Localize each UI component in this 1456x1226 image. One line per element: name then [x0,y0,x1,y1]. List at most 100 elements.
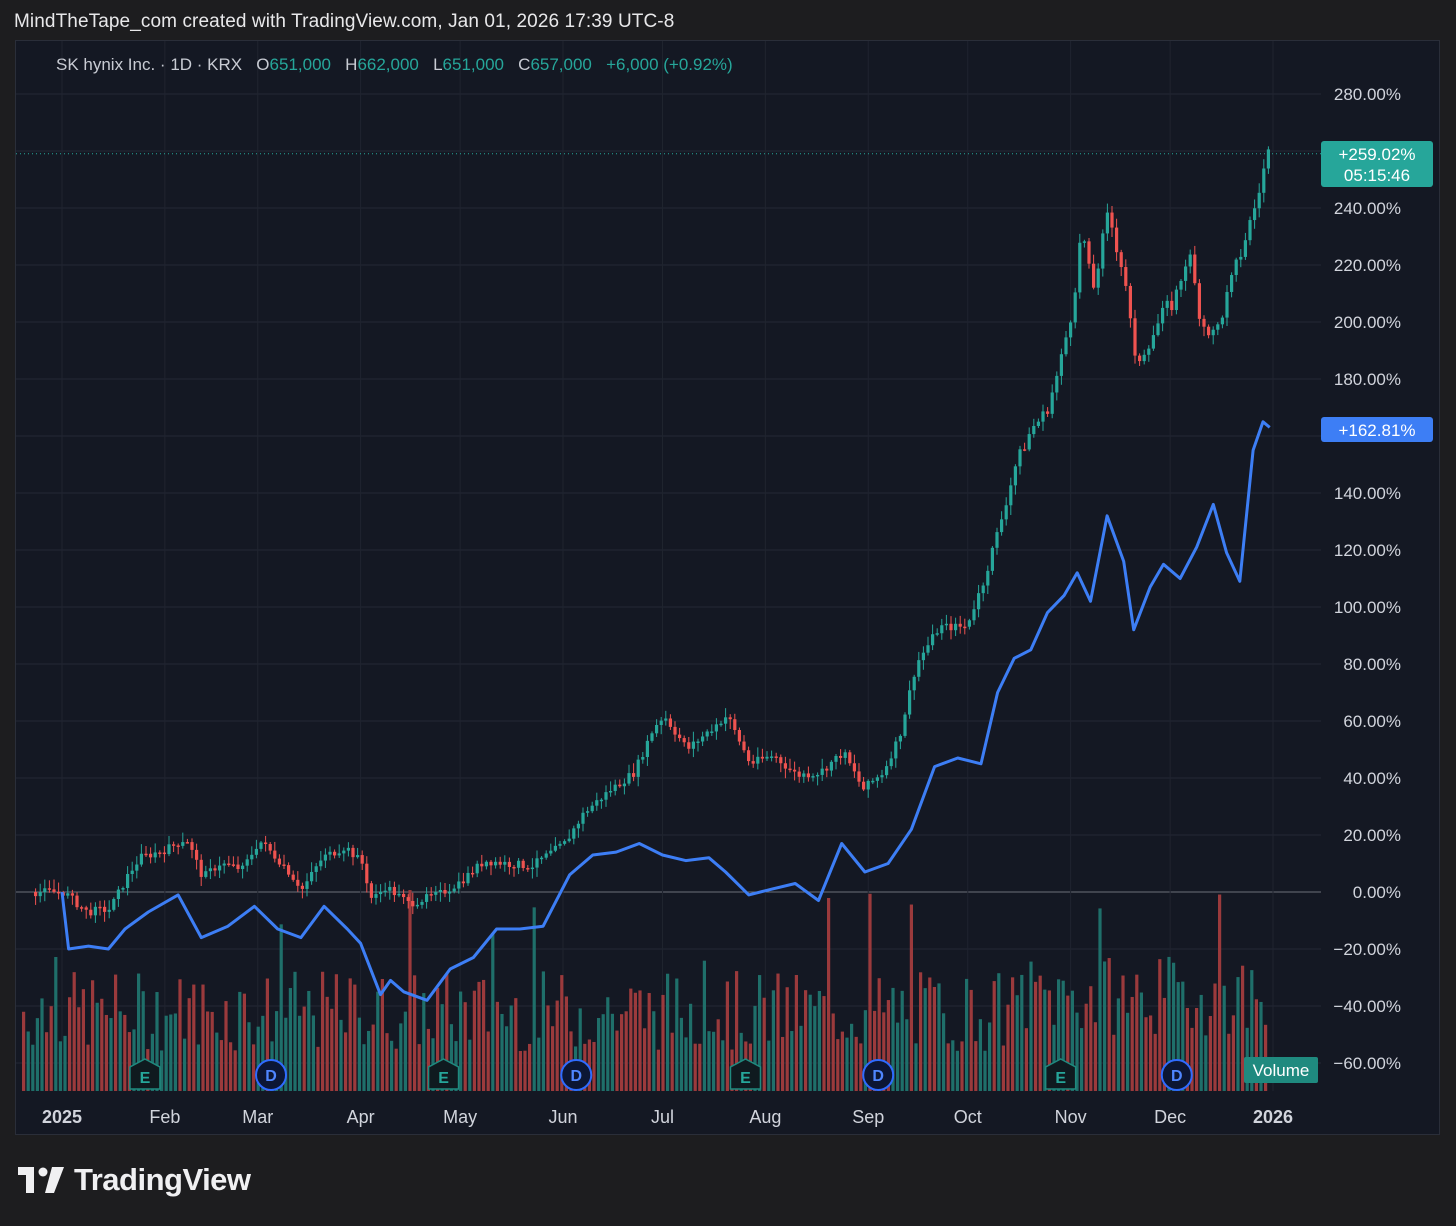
candle [737,730,741,742]
volume-bar [394,1048,398,1091]
candle [1151,335,1155,349]
candle [310,871,314,882]
volume-bar [932,987,936,1091]
candle [866,780,870,790]
candle [1050,392,1054,414]
candle [526,868,530,870]
y-tick-label: 60.00% [1343,712,1401,731]
volume-bar [1080,1028,1084,1091]
volume-bar [445,974,449,1091]
candle [898,735,902,742]
volume-bar [35,1018,39,1091]
candle [438,889,442,892]
chart-panel[interactable]: 280.00%260.00%240.00%220.00%200.00%180.0… [15,40,1440,1135]
candle [931,634,935,646]
volume-bar [698,1043,702,1091]
volume-bar [620,1014,624,1091]
candle [397,893,401,896]
volume-bar [942,1013,946,1091]
volume-bar [330,1008,334,1091]
volume-bar [495,1001,499,1091]
candle [958,623,962,627]
volume-bar [735,971,739,1091]
volume-bar [900,990,904,1091]
candle [93,906,97,916]
x-tick-label: Dec [1154,1107,1186,1127]
candle [1105,212,1109,234]
low-value: 651,000 [442,55,504,74]
volume-bar [288,988,292,1091]
candle [1009,485,1013,506]
candle [664,718,668,721]
volume-bar [1066,995,1070,1091]
candle [507,861,511,867]
candle [1225,291,1229,318]
volume-bar [261,1015,265,1091]
volume-bar [555,1000,559,1091]
candle [84,907,88,910]
volume-bar [1047,990,1051,1091]
volume-bar [77,1007,81,1091]
volume-bar [449,1024,453,1091]
dividend-marker-label: D [872,1068,884,1085]
price-chart[interactable]: 280.00%260.00%240.00%220.00%200.00%180.0… [16,41,1440,1135]
volume-bar [500,1013,504,1091]
candle [47,888,51,890]
candle [498,861,502,865]
symbol-label: SK hynix Inc. · 1D · KRX [56,55,243,74]
candle [181,842,185,846]
volume-bar [334,974,338,1091]
candle [475,863,479,874]
volume-bar [169,1014,173,1091]
earnings-marker-label: E [1055,1070,1066,1087]
volume-bar [1093,1022,1097,1091]
volume-bar [822,996,826,1091]
volume-bar [652,1011,656,1091]
volume-bar [325,996,329,1091]
y-tick-label: −40.00% [1333,997,1401,1016]
volume-bar [937,983,941,1091]
volume-bar [1001,1045,1005,1091]
volume-bar [371,1024,375,1091]
tradingview-brand[interactable]: TradingView [18,1162,251,1198]
earnings-marker-icon [427,1058,460,1090]
open-label: O [256,55,270,74]
candle [871,780,875,783]
low-label: L [433,55,443,74]
candle [291,874,295,880]
brand-name: TradingView [74,1162,251,1197]
volume-bar [72,972,76,1091]
candle [66,893,70,896]
candle [825,768,829,771]
dividend-marker-icon [255,1059,288,1091]
volume-bar [132,1029,136,1091]
volume-bar [551,1026,555,1091]
volume-bar [302,1006,306,1091]
candle [756,756,760,764]
candle [162,852,166,855]
candle [540,857,544,860]
dividend-marker-label: D [1171,1068,1183,1085]
earnings-marker-icon [1044,1058,1077,1090]
volume-bar [601,1014,605,1091]
volume-bar [919,972,923,1091]
volume-bar [49,1006,53,1091]
y-tick-label: 20.00% [1343,826,1401,845]
candle [365,863,369,884]
volume-bar [633,992,637,1091]
candle [480,863,484,867]
volume-bar [118,1011,122,1091]
candle [300,885,304,889]
candle [572,828,576,839]
candle [963,626,967,629]
candle [645,740,649,757]
candle [549,850,553,854]
volume-bar [758,975,762,1091]
candle [889,758,893,767]
candle [34,892,38,897]
volume-bar [1116,998,1120,1091]
volume-bar [1250,970,1254,1091]
volume-bar [284,1017,288,1091]
candle [1243,240,1247,257]
volume-bar [183,1038,187,1091]
